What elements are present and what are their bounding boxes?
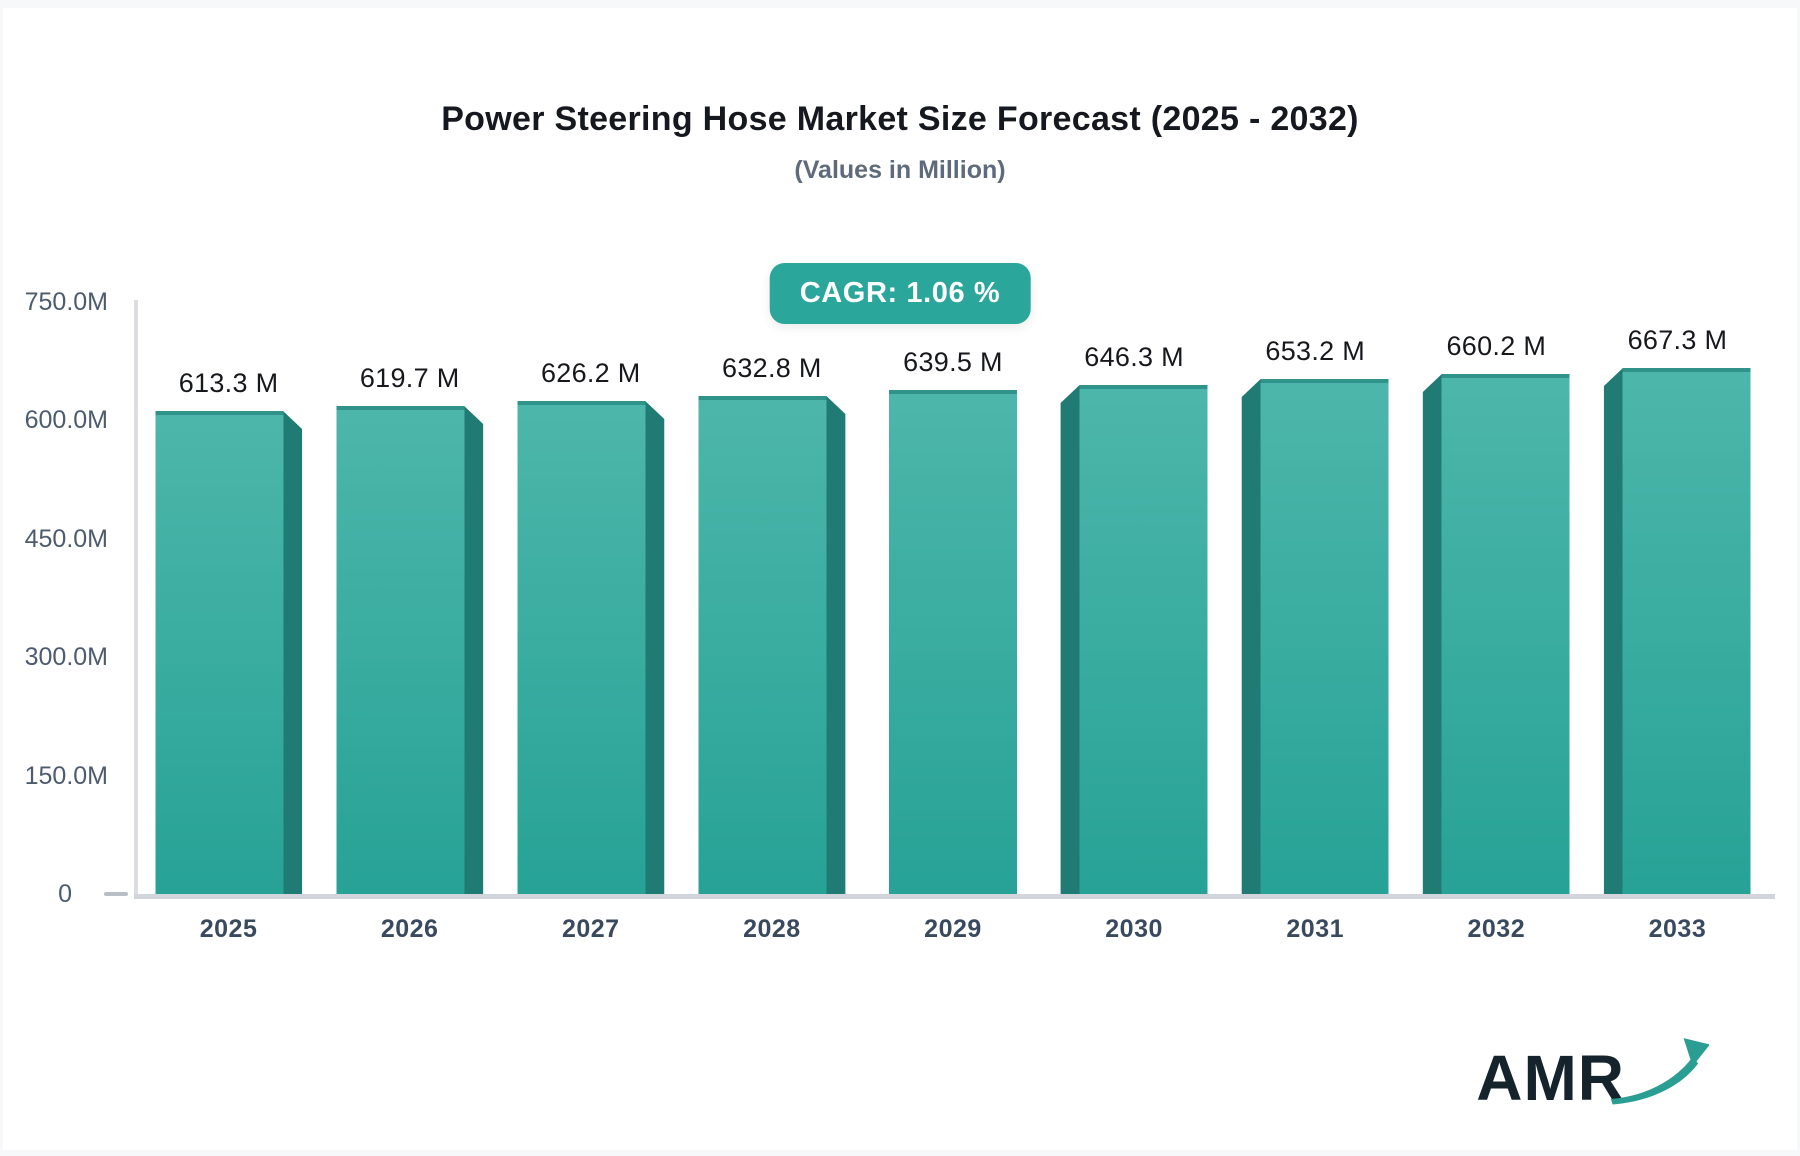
bar-2032[interactable]: [1422, 374, 1570, 895]
bar-value-label: 639.5 M: [903, 347, 1003, 377]
brand-logo: AMR: [1476, 1030, 1709, 1110]
x-axis-label-2025: 2025: [199, 915, 258, 943]
bar-value-label: 632.8 M: [722, 353, 822, 383]
y-tick-label: 750.0M: [24, 288, 108, 316]
bar-face: [336, 406, 465, 895]
bar-side-shadow: [826, 396, 846, 895]
bar-2031[interactable]: [1241, 379, 1389, 895]
y-tick-mark: [104, 892, 128, 896]
bar-side-shadow: [1060, 385, 1080, 895]
bar-2030[interactable]: [1060, 385, 1208, 895]
chart-card: Power Steering Hose Market Size Forecast…: [3, 8, 1797, 1150]
bar-column-2025: 613.3 M 2025: [138, 303, 319, 943]
bar-face: [1622, 368, 1751, 895]
bar-2028[interactable]: [698, 396, 846, 895]
bar-face: [517, 401, 646, 895]
plot-area: 613.3 M 2025 619.7 M 2026 626.2 M 2027 632.8 M…: [138, 303, 1768, 943]
x-axis-label-2026: 2026: [380, 915, 439, 943]
bar-face: [888, 390, 1017, 895]
cagr-badge: CAGR: 1.06 %: [769, 263, 1031, 324]
bar-column-2026: 619.7 M 2026: [319, 303, 500, 943]
chart-title: Power Steering Hose Market Size Forecast…: [441, 100, 1359, 138]
bar-value-label: 619.7 M: [359, 363, 460, 393]
bar-column-2032: 660.2 M 2032: [1406, 303, 1587, 943]
bar-column-2030: 646.3 M 2030: [1044, 303, 1225, 943]
bar-value-label: 646.3 M: [1084, 342, 1184, 372]
bar-2033[interactable]: [1603, 368, 1751, 895]
bar-side-shadow: [1603, 368, 1623, 895]
bar-face: [698, 396, 827, 895]
chart-subtitle: (Values in Million): [794, 156, 1006, 184]
bar-side-shadow: [464, 406, 484, 895]
bar-2025[interactable]: [155, 411, 303, 895]
x-axis-label-2028: 2028: [743, 915, 801, 943]
y-axis-line: [134, 300, 138, 896]
bar-face: [1079, 385, 1208, 895]
brand-logo-text: AMR: [1476, 1042, 1625, 1114]
bar-face: [1441, 374, 1570, 895]
bar-column-2029: 639.5 M 2029: [862, 303, 1043, 943]
y-axis: 750.0M 600.0M 450.0M 300.0M 150.0M 0: [3, 288, 134, 908]
bar-value-label: 626.2 M: [540, 358, 641, 388]
bar-2026[interactable]: [336, 406, 484, 895]
bar-column-2028: 632.8 M 2028: [681, 303, 862, 943]
bar-2027[interactable]: [517, 401, 665, 895]
y-tick-label: 600.0M: [24, 406, 108, 435]
bar-side-shadow: [1422, 374, 1442, 895]
x-axis-label-2029: 2029: [924, 915, 982, 943]
x-axis-label-2033: 2033: [1648, 915, 1707, 943]
bar-value-label: 653.2 M: [1265, 336, 1366, 366]
y-tick-label: 0: [58, 880, 72, 908]
bar-value-label: 660.2 M: [1446, 331, 1547, 361]
x-axis-label-2031: 2031: [1286, 915, 1345, 943]
bar-side-shadow: [1241, 379, 1261, 895]
x-axis-label-2030: 2030: [1105, 915, 1163, 943]
bar-column-2027: 626.2 M 2027: [500, 303, 681, 943]
growth-arrow-icon: [1610, 1038, 1709, 1105]
bar-column-2033: 667.3 M 2033: [1587, 303, 1768, 943]
bar-side-shadow: [645, 401, 665, 895]
y-tick-label: 450.0M: [24, 524, 108, 553]
bar-value-label: 667.3 M: [1627, 325, 1728, 355]
bar-2029[interactable]: [888, 390, 1017, 895]
cagr-badge-label: CAGR: 1.06 %: [799, 277, 1001, 309]
bar-face: [155, 411, 284, 895]
bar-face: [1260, 379, 1389, 895]
x-axis-line: [134, 894, 1775, 899]
bar-column-2031: 653.2 M 2031: [1225, 303, 1406, 943]
y-tick-label: 300.0M: [24, 643, 108, 672]
bar-side-shadow: [283, 411, 303, 895]
x-axis-label-2032: 2032: [1467, 915, 1526, 943]
x-axis-label-2027: 2027: [561, 915, 620, 943]
y-tick-label: 150.0M: [24, 761, 108, 790]
bar-value-label: 613.3 M: [178, 368, 279, 398]
